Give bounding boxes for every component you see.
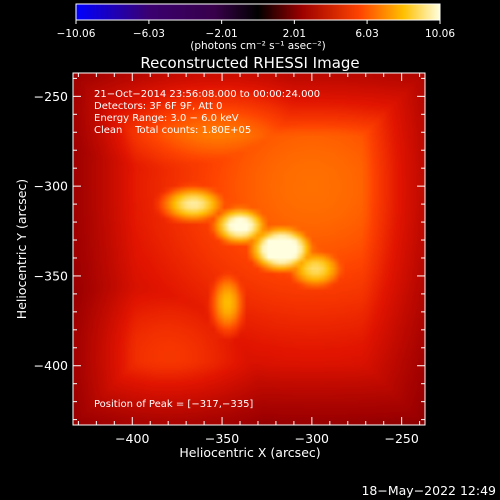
minor-ticks bbox=[73, 73, 425, 425]
info-line-2: Detectors: 3F 6F 9F, Att 0 bbox=[94, 101, 222, 112]
colorbar-ticks: −10.06 −6.03 −2.01 2.01 6.03 10.06 bbox=[57, 20, 455, 40]
x-tick-label: −350 bbox=[205, 431, 239, 446]
heatmap bbox=[73, 73, 425, 425]
colorbar-ramp bbox=[75, 3, 441, 21]
peak-position-text: Position of Peak = [−317,−335] bbox=[94, 399, 253, 410]
y-axis-label: Heliocentric Y (arcsec) bbox=[14, 179, 29, 319]
axes: −400 −350 −300 −250 −250 −300 −350 −400 bbox=[34, 72, 426, 446]
y-tick-label: −350 bbox=[34, 268, 68, 283]
y-tick-label: −250 bbox=[34, 89, 68, 104]
colorbar-unit-label: (photons cm⁻² s⁻¹ asec⁻²) bbox=[190, 40, 325, 52]
x-tick-labels: −400 −350 −300 −250 bbox=[115, 431, 419, 446]
x-axis-label: Heliocentric X (arcsec) bbox=[179, 445, 320, 460]
plot-title: Reconstructed RHESSI Image bbox=[140, 54, 359, 72]
y-tick-label: −400 bbox=[34, 358, 68, 373]
axes-frame bbox=[72, 72, 426, 426]
colorbar-tick-label: −10.06 bbox=[57, 28, 96, 40]
colorbar-tick-label: 6.03 bbox=[355, 28, 378, 40]
x-tick-label: −400 bbox=[115, 431, 149, 446]
x-tick-label: −250 bbox=[384, 431, 418, 446]
colorbar-tick-label: 2.01 bbox=[283, 28, 306, 40]
info-block: 21−Oct−2014 23:56:08.000 to 00:00:24.000… bbox=[94, 89, 320, 136]
x-tick-label: −300 bbox=[295, 431, 329, 446]
heatmap-image bbox=[73, 73, 425, 425]
info-line-1: 21−Oct−2014 23:56:08.000 to 00:00:24.000 bbox=[94, 89, 320, 100]
y-tick-labels: −250 −300 −350 −400 bbox=[34, 89, 68, 373]
colorbar: −10.06 −6.03 −2.01 2.01 6.03 10.06 (photons c… bbox=[57, 3, 455, 52]
colorbar-tick-label: −2.01 bbox=[206, 28, 238, 40]
info-line-4: Clean Total counts: 1.80E+05 bbox=[94, 125, 251, 136]
colorbar-tick-label: 10.06 bbox=[425, 28, 455, 40]
y-tick-label: −300 bbox=[34, 179, 68, 194]
info-line-3: Energy Range: 3.0 − 6.0 keV bbox=[94, 113, 239, 124]
colorbar-tick-label: −6.03 bbox=[133, 28, 165, 40]
timestamp: 18−May−2022 12:49 bbox=[361, 483, 496, 498]
